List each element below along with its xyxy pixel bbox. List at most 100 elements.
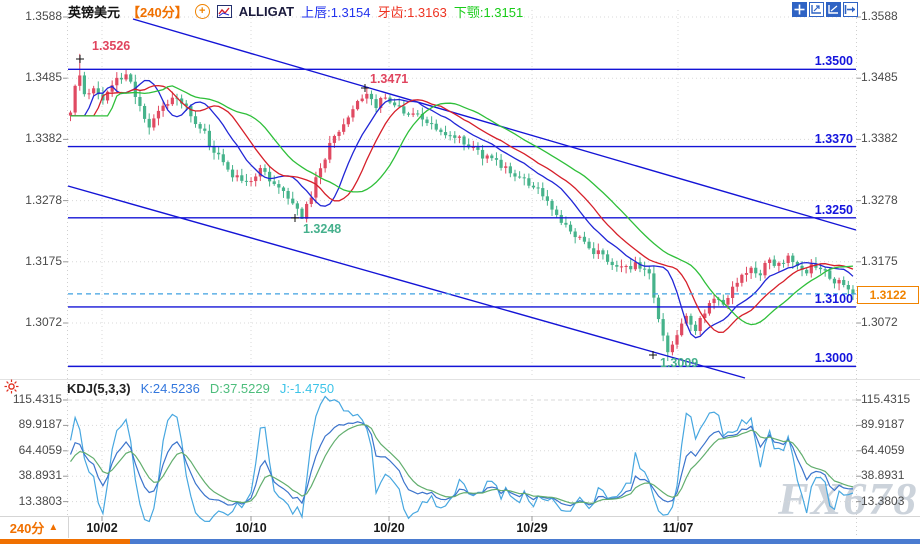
candle-body — [203, 128, 207, 131]
period-label[interactable]: 【240分】 — [127, 4, 188, 20]
candle-body — [430, 123, 434, 125]
alligator-line — [70, 79, 854, 339]
candle-body — [485, 155, 489, 159]
candle-body — [638, 262, 642, 269]
candle-body — [550, 200, 554, 210]
candle-body — [527, 178, 531, 186]
candle-body — [846, 285, 850, 290]
kdj-d-line — [70, 423, 854, 504]
candle-body — [605, 254, 610, 262]
candle-body — [726, 297, 730, 305]
kdj-d-value: D:37.5229 — [209, 380, 270, 396]
candle-body — [504, 166, 508, 168]
candle-body — [610, 261, 614, 266]
candle-body — [652, 273, 656, 298]
candle-body — [573, 231, 577, 238]
candle-body — [68, 112, 73, 116]
axis-pan-icon[interactable] — [826, 2, 841, 17]
trendline — [67, 185, 746, 379]
kdj-header: KDJ(5,3,3) K:24.5236 D:37.5229 J:-1.4750 — [0, 379, 344, 397]
candle-body — [805, 269, 809, 274]
candle-body — [119, 77, 124, 80]
crosshair-move-icon[interactable] — [792, 2, 807, 17]
kdj-j-value: J:-1.4750 — [279, 380, 335, 396]
candle-body — [142, 105, 147, 119]
candle-body — [184, 103, 188, 107]
candle-body — [235, 175, 239, 178]
candle-body — [707, 303, 712, 314]
indicator-settings-icon[interactable] — [4, 379, 19, 397]
candle-body — [379, 97, 383, 108]
candle-body — [439, 129, 443, 133]
candle-body — [712, 298, 716, 304]
candle-body — [73, 85, 77, 113]
candle-body — [536, 187, 540, 189]
candle-body — [323, 159, 327, 169]
candle-body — [754, 267, 758, 274]
candle-body — [448, 135, 452, 137]
candle-body — [286, 191, 290, 199]
candle-body — [156, 110, 161, 119]
candle-body — [559, 214, 563, 223]
candle-body — [217, 152, 221, 155]
candle-body — [781, 262, 786, 264]
candle-body — [564, 222, 568, 225]
zoom-out-icon[interactable]: + — [194, 3, 210, 19]
candle-body — [406, 113, 411, 115]
candle-body — [823, 269, 827, 271]
candle-body — [675, 335, 679, 345]
candle-body — [809, 264, 813, 274]
exit-chart-icon[interactable] — [843, 2, 858, 17]
date-axis-divider — [0, 516, 920, 517]
candle-body — [365, 93, 369, 99]
candle-body — [462, 136, 466, 145]
candle-body — [624, 266, 628, 268]
candle-body — [670, 344, 674, 353]
watermark: FX678 — [778, 473, 919, 524]
kdj-j-line — [69, 395, 854, 523]
candle-body — [480, 149, 485, 159]
timeframe-tab[interactable]: 240分 ▲ — [0, 517, 69, 538]
candle-body — [494, 158, 499, 160]
candle-body — [768, 259, 772, 263]
candle-body — [499, 159, 503, 168]
candle-body — [457, 136, 462, 138]
current-price-box: 1.3122 — [857, 285, 919, 304]
candle-body — [411, 113, 415, 115]
candle-body — [230, 169, 235, 178]
candle-body — [96, 88, 100, 95]
candle-body — [346, 117, 350, 125]
candle-body — [684, 315, 688, 324]
candle-body — [226, 162, 230, 170]
candle-body — [92, 88, 96, 94]
candle-body — [518, 176, 522, 178]
candle-body — [703, 313, 707, 319]
candle-body — [82, 75, 86, 95]
candle-body — [272, 181, 276, 185]
candle-body — [749, 267, 753, 274]
candle-body — [337, 131, 341, 136]
candle-body — [666, 335, 670, 353]
candle-body — [471, 147, 475, 149]
candle-body — [818, 267, 823, 270]
candle-body — [545, 196, 549, 201]
panel-divider — [0, 379, 920, 380]
candle-body — [425, 119, 429, 124]
alligator-teeth-value: 牙齿:1.3163 — [377, 4, 447, 20]
candle-body — [647, 269, 651, 274]
candle-body — [698, 318, 702, 332]
candle-body — [124, 74, 128, 80]
candle-body — [351, 109, 355, 118]
candle-body — [115, 77, 119, 86]
candle-body — [221, 154, 225, 163]
candle-body — [531, 185, 536, 188]
candle-body — [147, 118, 151, 128]
candle-body — [383, 97, 387, 99]
candle-body — [795, 262, 800, 266]
candle-body — [689, 315, 693, 325]
axis-scale-icon[interactable] — [809, 2, 824, 17]
candle-body — [522, 177, 526, 179]
candle-body — [402, 106, 406, 114]
